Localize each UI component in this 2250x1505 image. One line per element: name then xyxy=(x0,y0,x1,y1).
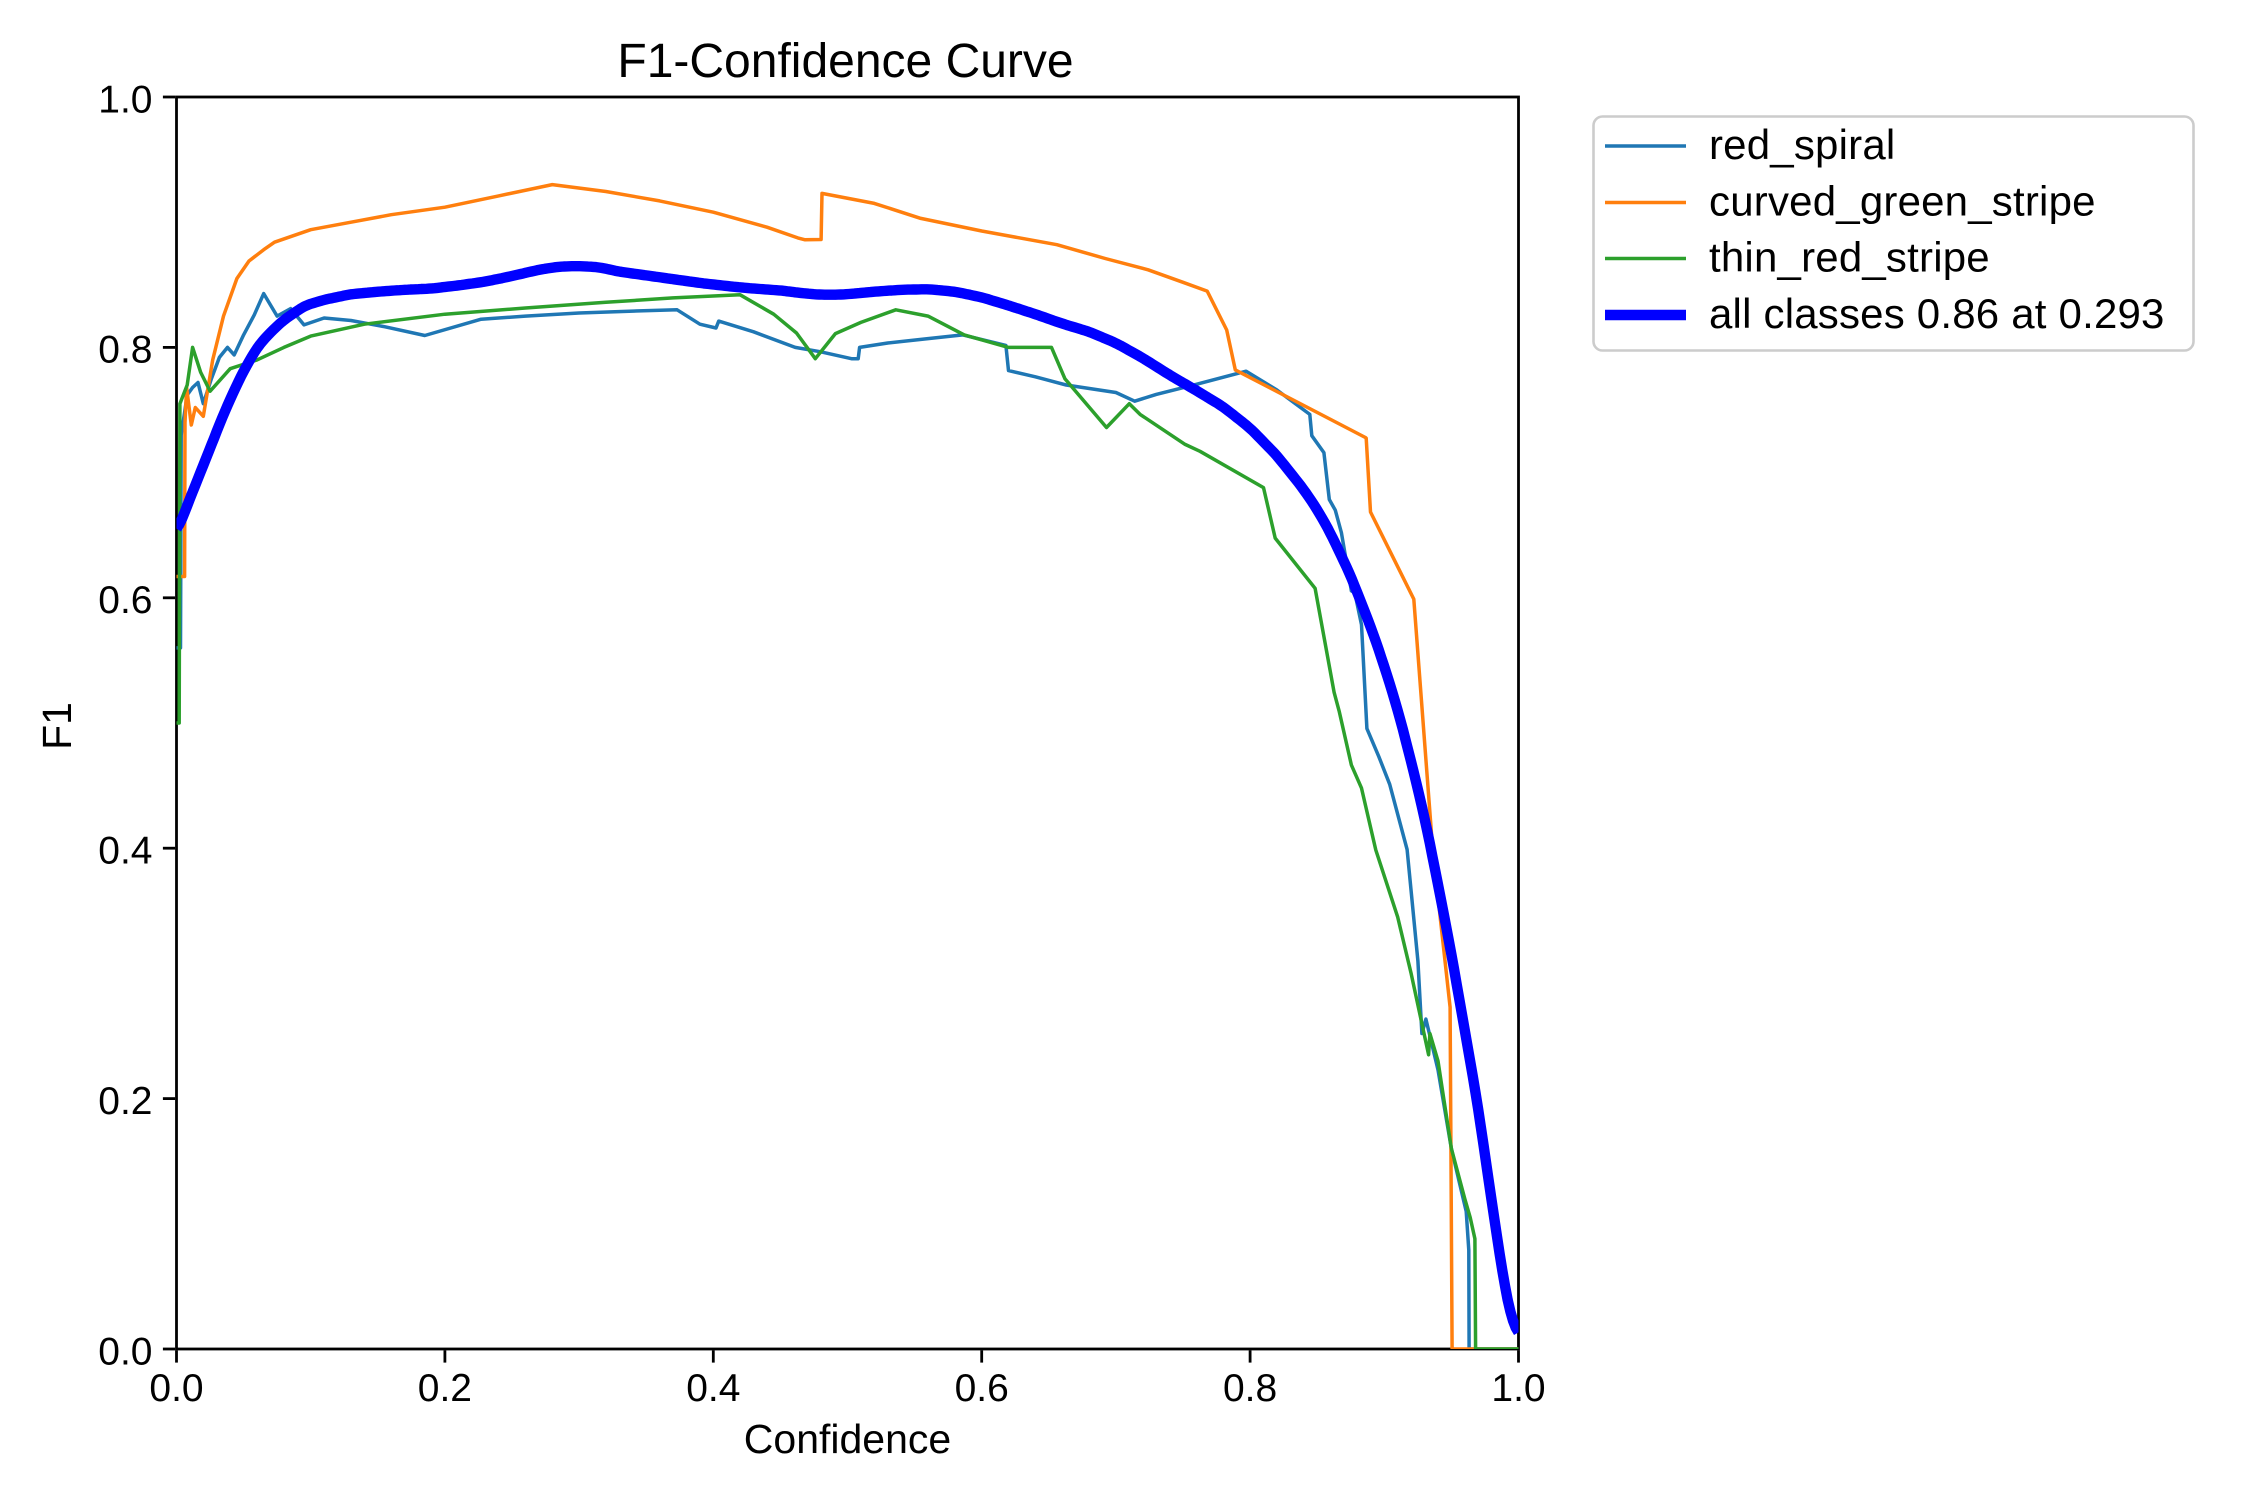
svg-text:0.0: 0.0 xyxy=(149,1367,203,1410)
svg-text:all classes 0.86 at 0.293: all classes 0.86 at 0.293 xyxy=(1709,290,2165,337)
svg-text:0.4: 0.4 xyxy=(686,1367,740,1410)
svg-text:1.0: 1.0 xyxy=(1491,1367,1545,1410)
svg-text:thin_red_stripe: thin_red_stripe xyxy=(1709,234,1990,281)
svg-text:F1: F1 xyxy=(34,702,80,750)
svg-text:0.6: 0.6 xyxy=(955,1367,1009,1410)
svg-text:1.0: 1.0 xyxy=(98,78,152,121)
svg-text:0.2: 0.2 xyxy=(418,1367,472,1410)
svg-text:0.8: 0.8 xyxy=(98,329,152,372)
svg-text:0.8: 0.8 xyxy=(1223,1367,1277,1410)
svg-text:Confidence: Confidence xyxy=(744,1416,951,1462)
svg-text:0.0: 0.0 xyxy=(98,1330,152,1373)
svg-text:curved_green_stripe: curved_green_stripe xyxy=(1709,178,2096,225)
svg-text:0.2: 0.2 xyxy=(98,1080,152,1123)
svg-text:F1-Confidence Curve: F1-Confidence Curve xyxy=(617,35,1073,88)
svg-text:0.6: 0.6 xyxy=(98,579,152,622)
svg-text:0.4: 0.4 xyxy=(98,830,152,873)
svg-text:red_spiral: red_spiral xyxy=(1709,121,1895,168)
